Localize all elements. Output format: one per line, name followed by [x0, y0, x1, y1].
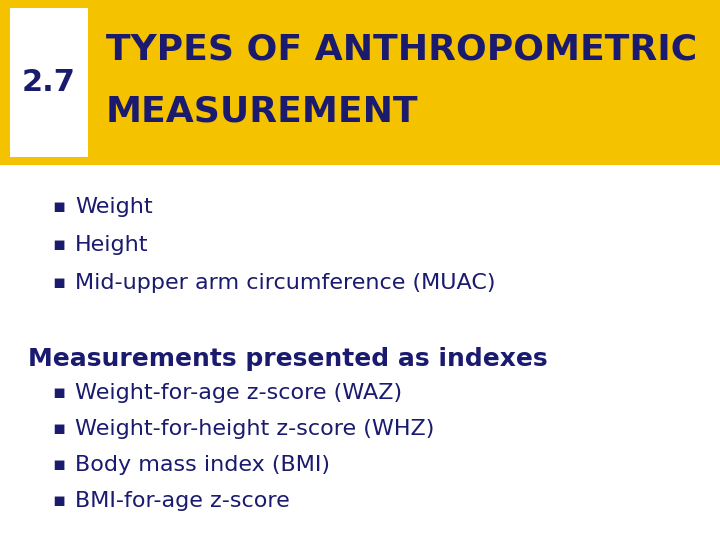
Text: ▪: ▪	[52, 455, 66, 474]
Text: ▪: ▪	[52, 235, 66, 254]
Text: Weight-for-height z-score (WHZ): Weight-for-height z-score (WHZ)	[75, 418, 434, 438]
Text: Weight: Weight	[75, 197, 153, 217]
Text: Measurements presented as indexes: Measurements presented as indexes	[28, 347, 548, 370]
Text: 2.7: 2.7	[22, 68, 76, 97]
Text: BMI-for-age z-score: BMI-for-age z-score	[75, 491, 289, 511]
Text: MEASUREMENT: MEASUREMENT	[106, 95, 418, 129]
Text: ▪: ▪	[52, 491, 66, 510]
Text: Mid-upper arm circumference (MUAC): Mid-upper arm circumference (MUAC)	[75, 273, 495, 293]
Bar	[0, 0, 720, 165]
Text: Weight-for-age z-score (WAZ): Weight-for-age z-score (WAZ)	[75, 383, 402, 403]
Text: Height: Height	[75, 235, 148, 255]
Text: Body mass index (BMI): Body mass index (BMI)	[75, 455, 330, 475]
Text: ▪: ▪	[52, 197, 66, 216]
Text: ▪: ▪	[52, 273, 66, 292]
Text: ▪: ▪	[52, 383, 66, 402]
Bar	[10, 8, 88, 157]
Text: ▪: ▪	[52, 419, 66, 438]
Text: TYPES OF ANTHROPOMETRIC: TYPES OF ANTHROPOMETRIC	[106, 32, 697, 66]
